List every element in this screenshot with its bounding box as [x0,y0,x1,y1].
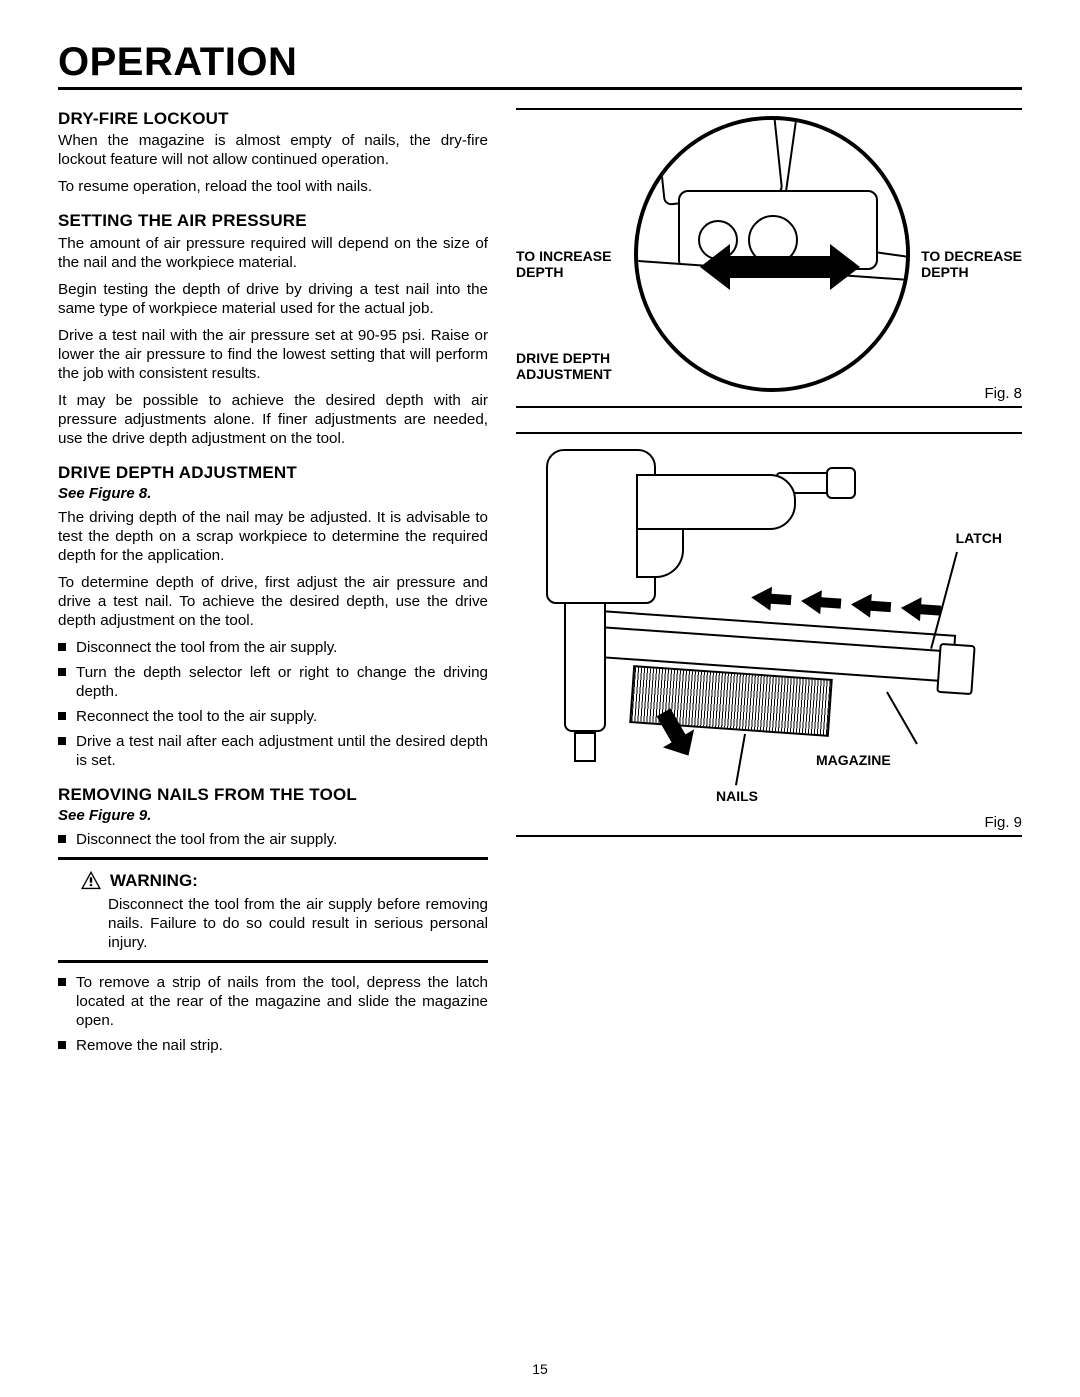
fig8-adj-l1: DRIVE DEPTH [516,350,610,366]
fig8-circle [634,116,910,392]
fig9-label-magazine: MAGAZINE [816,752,891,768]
warning-icon [80,870,102,890]
left-column: DRY-FIRE LOCKOUT When the magazine is al… [58,108,488,1063]
slide-arrow-icon [746,584,946,624]
dryfire-p1: When the magazine is almost empty of nai… [58,131,488,169]
fig9-caption: Fig. 9 [984,814,1022,831]
removing2-b1: To remove a strip of nails from the tool… [58,973,488,1030]
depth-b2: Turn the depth selector left or right to… [58,663,488,701]
airpressure-p2: Begin testing the depth of drive by driv… [58,280,488,318]
removing-bullets: Disconnect the tool from the air supply. [58,830,488,849]
figure-8: TO INCREASE DEPTH TO DECREASE DEPTH DRIV… [516,108,1022,408]
removing2-b2: Remove the nail strip. [58,1036,488,1055]
heading-airpressure: SETTING THE AIR PRESSURE [58,210,488,231]
depth-arrow-icon [700,242,860,292]
airpressure-p3: Drive a test nail with the air pressure … [58,326,488,383]
fig8-increase-l1: TO INCREASE [516,248,611,264]
divider-bottom [58,960,488,963]
removing-b1: Disconnect the tool from the air supply. [58,830,488,849]
fig8-decrease-l2: DEPTH [921,264,968,280]
depth-b4: Drive a test nail after each adjustment … [58,732,488,770]
removing-seefig: See Figure 9. [58,807,488,826]
fig8-increase-l2: DEPTH [516,264,563,280]
depth-p1: The driving depth of the nail may be adj… [58,508,488,565]
dryfire-p2: To resume operation, reload the tool wit… [58,177,488,196]
airpressure-p1: The amount of air pressure required will… [58,234,488,272]
figure-9: LATCH MAGAZINE NAILS Fig. 9 [516,432,1022,837]
fig8-label-adjustment: DRIVE DEPTH ADJUSTMENT [516,350,612,382]
airpressure-p4: It may be possible to achieve the desire… [58,391,488,448]
fig9-label-latch: LATCH [956,530,1002,546]
warning-body: Disconnect the tool from the air supply … [108,895,488,952]
depth-bullets: Disconnect the tool from the air supply.… [58,638,488,770]
heading-depth: DRIVE DEPTH ADJUSTMENT [58,462,488,483]
depth-p2: To determine depth of drive, first adjus… [58,573,488,630]
warning-header: WARNING: [80,870,488,891]
fig8-adj-l2: ADJUSTMENT [516,366,612,382]
fig8-decrease-l1: TO DECREASE [921,248,1022,264]
divider-top [58,857,488,860]
depth-b3: Reconnect the tool to the air supply. [58,707,488,726]
fig8-label-decrease: TO DECREASE DEPTH [921,248,1022,280]
nail-arrow-icon [646,704,706,764]
fig8-label-increase: TO INCREASE DEPTH [516,248,611,280]
fig9-label-nails: NAILS [716,788,758,804]
depth-b1: Disconnect the tool from the air supply. [58,638,488,657]
right-column: TO INCREASE DEPTH TO DECREASE DEPTH DRIV… [516,108,1022,1063]
fig8-caption: Fig. 8 [984,385,1022,402]
heading-removing: REMOVING NAILS FROM THE TOOL [58,784,488,805]
depth-seefig: See Figure 8. [58,485,488,504]
heading-dryfire: DRY-FIRE LOCKOUT [58,108,488,129]
page-number: 15 [0,1361,1080,1377]
two-column-layout: DRY-FIRE LOCKOUT When the magazine is al… [58,108,1022,1063]
page-title: OPERATION [58,40,1022,90]
warning-label: WARNING: [110,870,198,891]
removing2-bullets: To remove a strip of nails from the tool… [58,973,488,1055]
